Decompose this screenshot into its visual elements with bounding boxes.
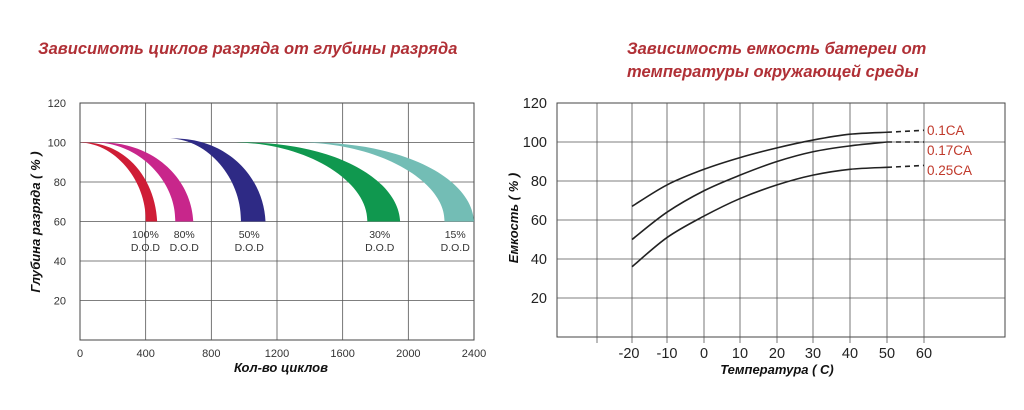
- capacity-curve: [631, 166, 888, 268]
- series-label: 0.17CA: [927, 143, 972, 158]
- right-y-tick-label: 100: [523, 135, 547, 151]
- dod-percent-label: 100%: [132, 229, 159, 241]
- right-x-tick-label: -20: [619, 346, 640, 362]
- dod-label: D.O.D: [235, 242, 265, 254]
- left-x-tick-label: 2000: [396, 348, 420, 360]
- left-y-tick-label: 20: [54, 296, 66, 308]
- dod-percent-label: 30%: [369, 229, 390, 241]
- right-chart-title: Зависимость емкость батереи от температу…: [627, 38, 926, 84]
- right-x-tick-label: 10: [732, 346, 748, 362]
- left-x-tick-label: 0: [77, 348, 83, 360]
- left-x-tick-label: 400: [136, 348, 154, 360]
- capacity-curve: [631, 141, 888, 241]
- right-chart: 20 40 60 80 100 120 -20 -10 0 10 20 30 40 50 60 0.1CA 0.…: [523, 96, 1006, 362]
- dod-label: D.O.D: [441, 242, 471, 254]
- right-x-tick-label: 40: [842, 346, 858, 362]
- right-x-tick-label: 60: [916, 346, 932, 362]
- right-y-tick-label: 120: [523, 96, 547, 112]
- right-chart-title-line2: температуры окружающей среды: [627, 63, 919, 81]
- left-x-tick-label: 2400: [462, 348, 486, 360]
- left-x-tick-label: 1200: [265, 348, 289, 360]
- right-y-axis-label: Емкость ( % ): [506, 173, 521, 263]
- capacity-curve-extension: [886, 129, 925, 134]
- left-x-tick-label: 1600: [330, 348, 354, 360]
- right-chart-title-line1: Зависимость емкость батереи от: [627, 40, 927, 58]
- left-y-tick-label: 40: [54, 256, 66, 268]
- dod-band: [96, 142, 194, 222]
- right-y-tick-label: 20: [531, 291, 547, 307]
- right-x-axis-label: Температура ( С): [720, 362, 834, 377]
- dod-label: D.O.D: [131, 242, 161, 254]
- left-y-axis-label: Глубина разряда ( % ): [28, 151, 43, 292]
- left-y-tick-label: 60: [54, 217, 66, 229]
- right-y-tick-label: 80: [531, 174, 547, 190]
- right-x-tick-label: 20: [769, 346, 785, 362]
- right-x-tick-label: 0: [700, 346, 708, 362]
- series-label: 0.1CA: [927, 123, 965, 138]
- left-y-tick-label: 100: [48, 138, 66, 150]
- left-chart-title: Зависимоть циклов разряда от глубины раз…: [38, 40, 458, 58]
- series-label: 0.25CA: [927, 163, 972, 178]
- left-y-tick-label: 80: [54, 177, 66, 189]
- right-y-tick-label: 40: [531, 252, 547, 268]
- dod-band: [235, 142, 401, 222]
- dod-band: [80, 142, 158, 222]
- dod-label: D.O.D: [365, 242, 395, 254]
- capacity-curve-extension: [886, 164, 925, 169]
- dod-label: D.O.D: [170, 242, 200, 254]
- left-y-tick-label: 120: [48, 98, 66, 110]
- left-x-axis-label: Кол-во циклов: [234, 360, 328, 375]
- right-x-tick-label: 30: [805, 346, 821, 362]
- right-x-tick-label: 50: [879, 346, 895, 362]
- dod-band: [170, 138, 266, 222]
- capacity-curve: [631, 131, 888, 208]
- dod-percent-label: 15%: [445, 229, 466, 241]
- right-y-tick-label: 60: [531, 213, 547, 229]
- dod-band: [301, 142, 474, 222]
- dod-percent-label: 80%: [174, 229, 195, 241]
- left-x-tick-label: 800: [202, 348, 220, 360]
- right-x-tick-label: -10: [657, 346, 678, 362]
- dod-percent-label: 50%: [239, 229, 260, 241]
